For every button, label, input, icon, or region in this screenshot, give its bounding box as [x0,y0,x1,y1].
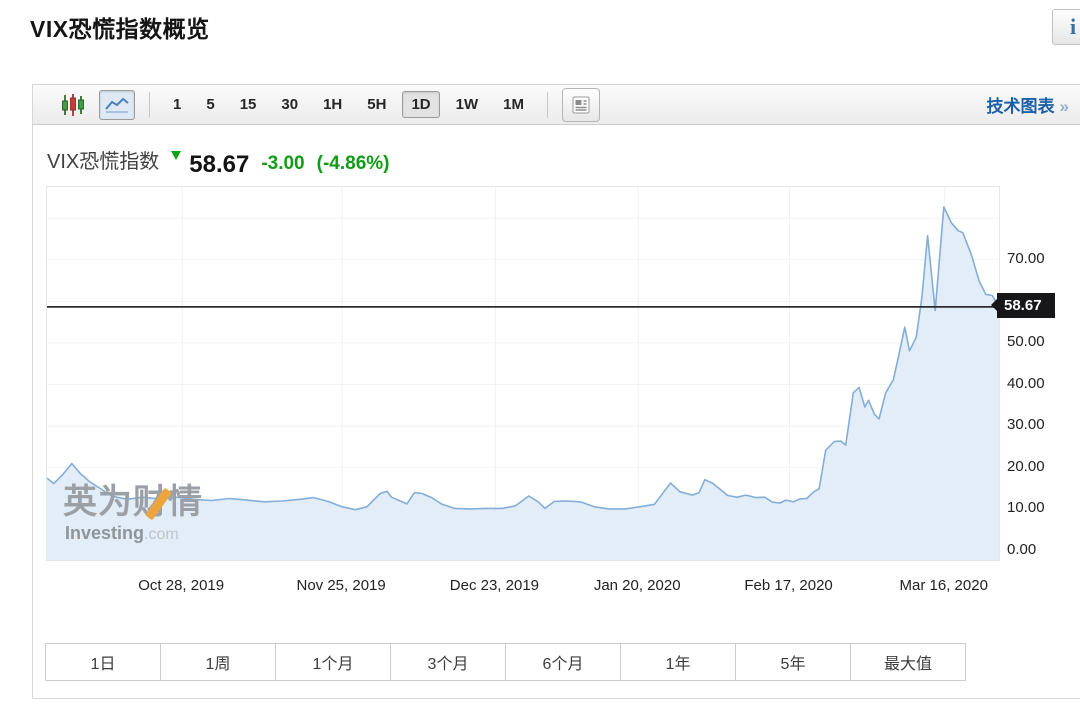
last-price: 58.67 [189,151,250,178]
y-axis-label: 10.00 [1007,499,1045,517]
interval-5h[interactable]: 5H [367,96,387,113]
x-axis-label: Nov 25, 2019 [296,577,386,594]
range-button-5年[interactable]: 5年 [735,643,851,681]
range-button-6个月[interactable]: 6个月 [505,643,621,681]
watermark-brand: Investing [65,523,145,543]
watermark-en: Investing.com [65,523,179,544]
price-change: -3.00 [261,153,305,174]
interval-1[interactable]: 1 [173,96,182,113]
price-change-percent: (-4.86%) [316,153,390,174]
y-axis-label: 50.00 [1007,332,1045,350]
info-icon: i [1069,14,1077,39]
toolbar-separator [149,91,150,118]
interval-5[interactable]: 5 [206,96,215,113]
interval-group: 1 5 15 30 1H 5H 1D 1W 1M [164,91,533,118]
chart-toolbar: 1 5 15 30 1H 5H 1D 1W 1M 技术图表» [33,85,1080,125]
quote-header: VIX恐慌指数 58.67 -3.00 (-4.86%) [47,143,389,177]
range-button-最大值[interactable]: 最大值 [850,643,966,681]
x-axis-label: Mar 16, 2020 [899,577,988,594]
interval-30[interactable]: 30 [281,96,299,113]
news-view-button[interactable] [561,87,600,122]
x-axis-label: Feb 17, 2020 [744,577,833,594]
y-axis-label: 30.00 [1007,416,1045,434]
y-axis-label: 20.00 [1007,457,1045,475]
technical-chart-link[interactable]: 技术图表» [987,92,1069,117]
double-chevron-icon: » [1059,97,1069,116]
x-axis-label: Jan 20, 2020 [593,577,681,594]
line-chart-button[interactable] [99,89,135,120]
range-button-1个月[interactable]: 1个月 [275,643,391,681]
x-axis-label: Oct 28, 2019 [138,577,225,594]
last-price-tag: 58.67 [991,292,1055,318]
watermark-domain: .com [144,526,179,543]
page-title: VIX恐慌指数概览 [30,16,210,42]
info-button[interactable]: i [1052,9,1080,45]
chart-widget: 1 5 15 30 1H 5H 1D 1W 1M 技术图表» VIX恐慌指数 58.67 [32,84,1080,699]
toolbar-separator [546,91,548,118]
range-button-1日[interactable]: 1日 [45,643,161,681]
x-axis-label: Dec 23, 2019 [449,577,540,594]
interval-1h[interactable]: 1H [323,96,343,113]
instrument-name: VIX恐慌指数 [47,151,160,173]
price-down-arrow-icon [171,151,182,160]
range-button-1年[interactable]: 1年 [620,643,736,681]
interval-1m[interactable]: 1M [503,96,524,113]
technical-chart-link-label: 技术图表 [986,97,1055,116]
line-chart-icon [105,97,129,113]
interval-15[interactable]: 15 [239,96,257,113]
candlestick-chart-button[interactable] [55,90,91,120]
interval-1w[interactable]: 1W [455,96,479,113]
y-axis-label: 40.00 [1007,374,1045,392]
range-button-3个月[interactable]: 3个月 [390,643,506,681]
watermark-cn: 英为财情 [63,483,203,521]
y-axis-label: 70.00 [1007,249,1045,267]
range-button-row: 1日 1周 1个月 3个月 6个月 1年 5年 最大值 [45,643,966,681]
last-price-tag-value: 58.67 [1004,296,1042,314]
news-icon [572,96,590,113]
range-button-1周[interactable]: 1周 [160,643,276,681]
interval-1d[interactable]: 1D [402,91,440,118]
candlestick-icon [62,93,84,116]
y-axis-label: 0.00 [1007,540,1037,558]
price-chart[interactable] [46,186,1000,561]
